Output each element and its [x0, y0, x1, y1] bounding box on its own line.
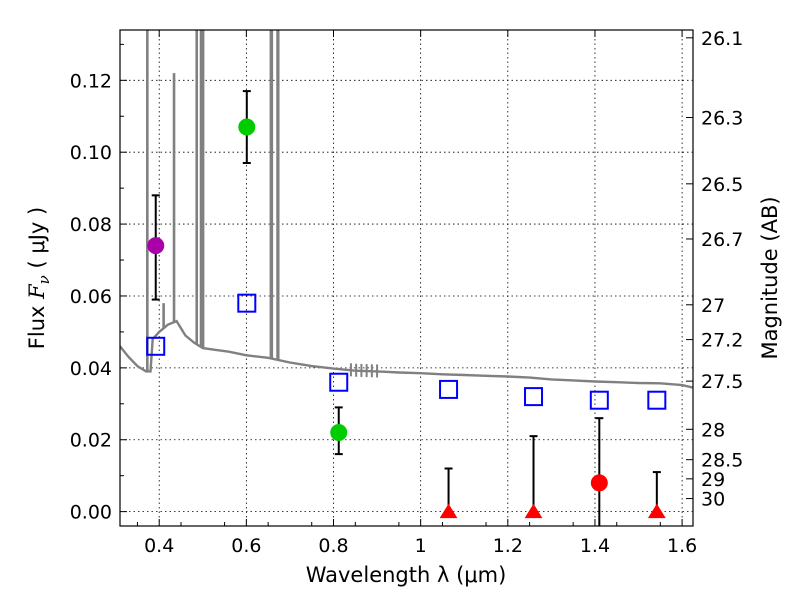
plot-background: [120, 30, 693, 526]
y-tick-label: 0.08: [70, 214, 112, 236]
y-tick-label: 0.06: [70, 286, 112, 308]
observed-point: [590, 474, 608, 492]
y-tick-label: 0.10: [70, 142, 112, 164]
x-tick-label: 0.8: [318, 535, 348, 557]
magnitude-tick-label: 30: [701, 489, 725, 511]
observed-point: [330, 424, 348, 442]
magnitude-tick-label: 27.2: [701, 330, 743, 352]
magnitude-tick-label: 27: [701, 295, 725, 317]
sed-model-line: [120, 319, 693, 389]
y-axis-label: Flux Fν ( μJy ): [25, 207, 53, 349]
x-tick-label: 1.6: [667, 535, 697, 557]
upper-limit-marker: [524, 503, 543, 519]
magnitude-tick-label: 26.1: [701, 28, 743, 50]
model-photometry-square: [329, 372, 349, 392]
model-photometry-square: [146, 336, 166, 356]
magnitude-tick-label: 28: [701, 419, 725, 441]
x-axis-label: Wavelength λ (μm): [306, 563, 507, 587]
upper-limit-marker: [647, 503, 666, 519]
magnitude-tick-label: 27.5: [701, 371, 743, 393]
model-photometry-square: [439, 379, 459, 399]
model-photometry-square: [647, 390, 667, 410]
x-tick-label: 0.4: [144, 535, 174, 557]
y-axis-left: 0.00 0.02 0.04 0.06 0.08 0.10 0.12: [70, 43, 127, 524]
y-axis-right-label: Magnitude (AB): [758, 196, 782, 359]
grid: [120, 30, 693, 526]
y-tick-label: 0.12: [70, 70, 112, 92]
magnitude-tick-label: 26.7: [701, 229, 743, 251]
model-photometry-square: [589, 390, 609, 410]
magnitude-tick-label: 26.5: [701, 174, 743, 196]
model-photometry-square: [237, 293, 257, 313]
observed-point: [238, 118, 256, 136]
y-tick-label: 0.00: [70, 502, 112, 524]
x-tick-label: 1.2: [493, 535, 523, 557]
model-photometry-square: [524, 387, 544, 407]
observed-point: [147, 237, 165, 255]
magnitude-tick-label: 29: [701, 469, 725, 491]
plot-frame: [119, 29, 694, 527]
upper-limit-marker: [439, 503, 458, 519]
x-tick-label: 1.4: [580, 535, 610, 557]
magnitude-tick-label: 26.3: [701, 108, 743, 130]
x-tick-label: 0.6: [231, 535, 261, 557]
y-tick-label: 0.02: [70, 430, 112, 452]
plot-area: [120, 30, 693, 526]
magnitude-tick-label: 28.5: [701, 450, 743, 472]
x-tick-label: 1: [415, 535, 427, 557]
y-tick-label: 0.04: [70, 358, 112, 380]
x-axis: 0.4 0.6 0.8 1 1.2 1.4 1.6: [136, 30, 697, 557]
